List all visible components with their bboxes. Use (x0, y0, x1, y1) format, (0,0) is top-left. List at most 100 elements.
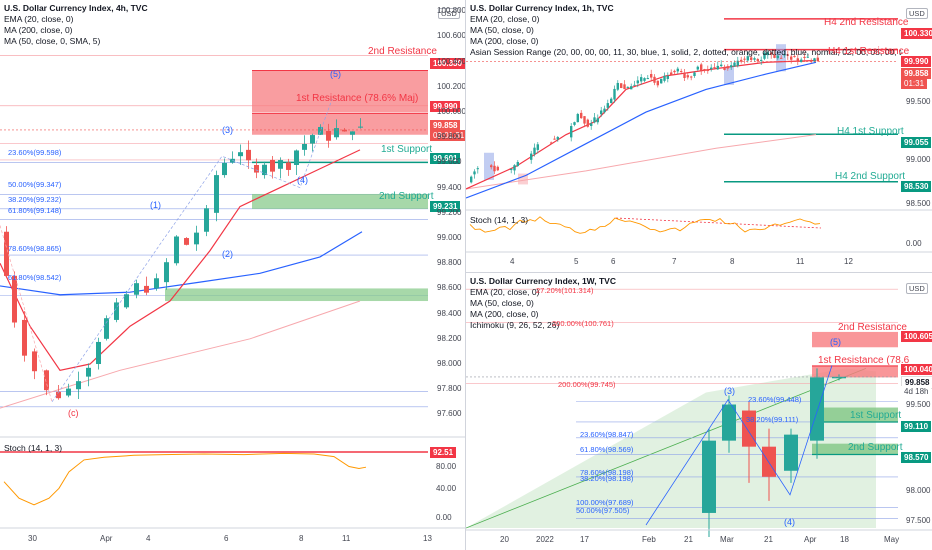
candle-body (12, 275, 17, 323)
candle-body (358, 126, 363, 128)
price-tick: 99.000 (906, 155, 931, 164)
candle-body (238, 152, 243, 157)
candle-body (773, 54, 776, 58)
wave-path (0, 225, 53, 402)
chart-1h-panel[interactable]: U.S. Dollar Currency Index, 1h, TVC EMA … (466, 0, 932, 272)
zone-label-s2: H4 2nd Support (835, 171, 906, 182)
candle-body (620, 83, 623, 88)
resistance-zone-r1 (812, 365, 898, 378)
chart-1h-legend: U.S. Dollar Currency Index, 1h, TVC EMA … (470, 3, 902, 58)
resistance-zone-r2 (812, 331, 898, 348)
candle-body (476, 168, 479, 170)
candle-body (703, 69, 706, 71)
zone-label-r2: H4 2nd Resistance (824, 17, 909, 28)
candle-body (806, 56, 809, 58)
candle-body (310, 135, 315, 144)
candle-body (643, 78, 646, 81)
candle-body (473, 171, 476, 175)
time-tick: 8 (299, 534, 304, 543)
ichimoku-cloud (466, 368, 876, 528)
candle-body (762, 446, 776, 477)
candle-body (86, 367, 91, 377)
time-tick: 21 (764, 535, 773, 544)
time-tick: Feb (642, 535, 656, 544)
price-tick: 100.800 (437, 6, 465, 16)
currency-badge[interactable]: USD (906, 283, 928, 294)
countdown-tag: 03:01:31 (430, 130, 465, 141)
currency-badge[interactable]: USD (906, 8, 928, 19)
candle-body (530, 153, 533, 160)
chart-1h-canvas[interactable] (466, 0, 932, 272)
candle-body (623, 84, 626, 90)
fib-label: 78.60%(98.198) (580, 468, 634, 477)
stoch-tick: 80.00 (436, 462, 457, 471)
legend-ema: EMA (20, close, 0) (470, 14, 540, 24)
candle-body (510, 169, 513, 171)
fib-label: 61.80%(99.148) (8, 206, 62, 215)
candle-body (470, 176, 473, 183)
time-tick: 6 (611, 257, 616, 266)
candle-body (134, 283, 139, 295)
fib-label: 23.60%(99.598) (8, 148, 62, 157)
candle-body (766, 52, 769, 56)
candle-body (576, 114, 579, 123)
candle-body (832, 376, 846, 379)
price-tag-r1: 99.990 (901, 56, 932, 67)
legend-ema: EMA (20, close, 0) (4, 14, 74, 24)
chart-4h-canvas[interactable] (0, 0, 465, 550)
candle-body (626, 86, 629, 88)
candle-body (696, 66, 699, 70)
candle-body (586, 119, 589, 127)
candle-body (690, 76, 693, 78)
candle-body (683, 73, 686, 78)
candle-body (776, 55, 779, 59)
price-tag-s2: 98.570 (901, 452, 932, 463)
candle-body (720, 64, 723, 67)
countdown-tag: 01:31 (901, 78, 928, 89)
candle-body (124, 294, 129, 308)
candle-body (342, 129, 347, 132)
candle-body (733, 62, 736, 67)
fib-label: 61.80%(98.542) (8, 273, 62, 282)
candle-body (490, 165, 493, 168)
zone-label-r2: 2nd Resistance (368, 46, 437, 57)
candle-body (583, 116, 586, 124)
candle-body (56, 391, 61, 399)
chart-1w-panel[interactable]: U.S. Dollar Currency Index, 1W, TVC EMA … (466, 273, 932, 550)
panel-divider[interactable] (466, 272, 932, 273)
price-tag-s1: 99.601 (430, 153, 461, 164)
ma200-line (0, 300, 361, 409)
candle-body (646, 78, 649, 80)
candle-body (294, 150, 299, 165)
fib-label: 200.00%(100.761) (552, 319, 614, 328)
time-tick: Apr (804, 535, 817, 544)
chart-1w-canvas[interactable] (466, 273, 932, 550)
candle-body (596, 118, 599, 123)
candle-body (706, 69, 709, 72)
legend-ma50: MA (50, close, 0, SMA, 5) (4, 36, 101, 46)
price-tag-r2: 100.605 (901, 331, 932, 342)
candle-body (693, 72, 696, 76)
price-tick: 98.400 (437, 308, 462, 318)
candle-body (326, 130, 331, 141)
candle-body (816, 57, 819, 62)
candle-body (660, 78, 663, 84)
support-zone-s1 (812, 407, 898, 422)
candle-body (783, 54, 786, 56)
time-tick: 12 (844, 257, 853, 266)
candle-body (810, 60, 813, 62)
time-tick: 11 (796, 257, 805, 266)
panel-divider[interactable] (465, 0, 466, 550)
time-tick: Mar (720, 535, 734, 544)
candle-body (96, 341, 101, 365)
price-tick: 99.400 (437, 182, 462, 192)
candle-body (716, 65, 719, 70)
time-tick: 21 (684, 535, 693, 544)
price-tick: 98.800 (437, 258, 462, 268)
price-tag-r2: 100.330 (430, 58, 465, 69)
candle-body (670, 72, 673, 76)
currency-badge[interactable]: USD (438, 8, 460, 19)
price-tick: 100.000 (437, 107, 465, 117)
legend-ema: EMA (20, close, 0) (470, 287, 540, 297)
chart-4h-panel[interactable]: U.S. Dollar Currency Index, 4h, TVC EMA … (0, 0, 465, 550)
